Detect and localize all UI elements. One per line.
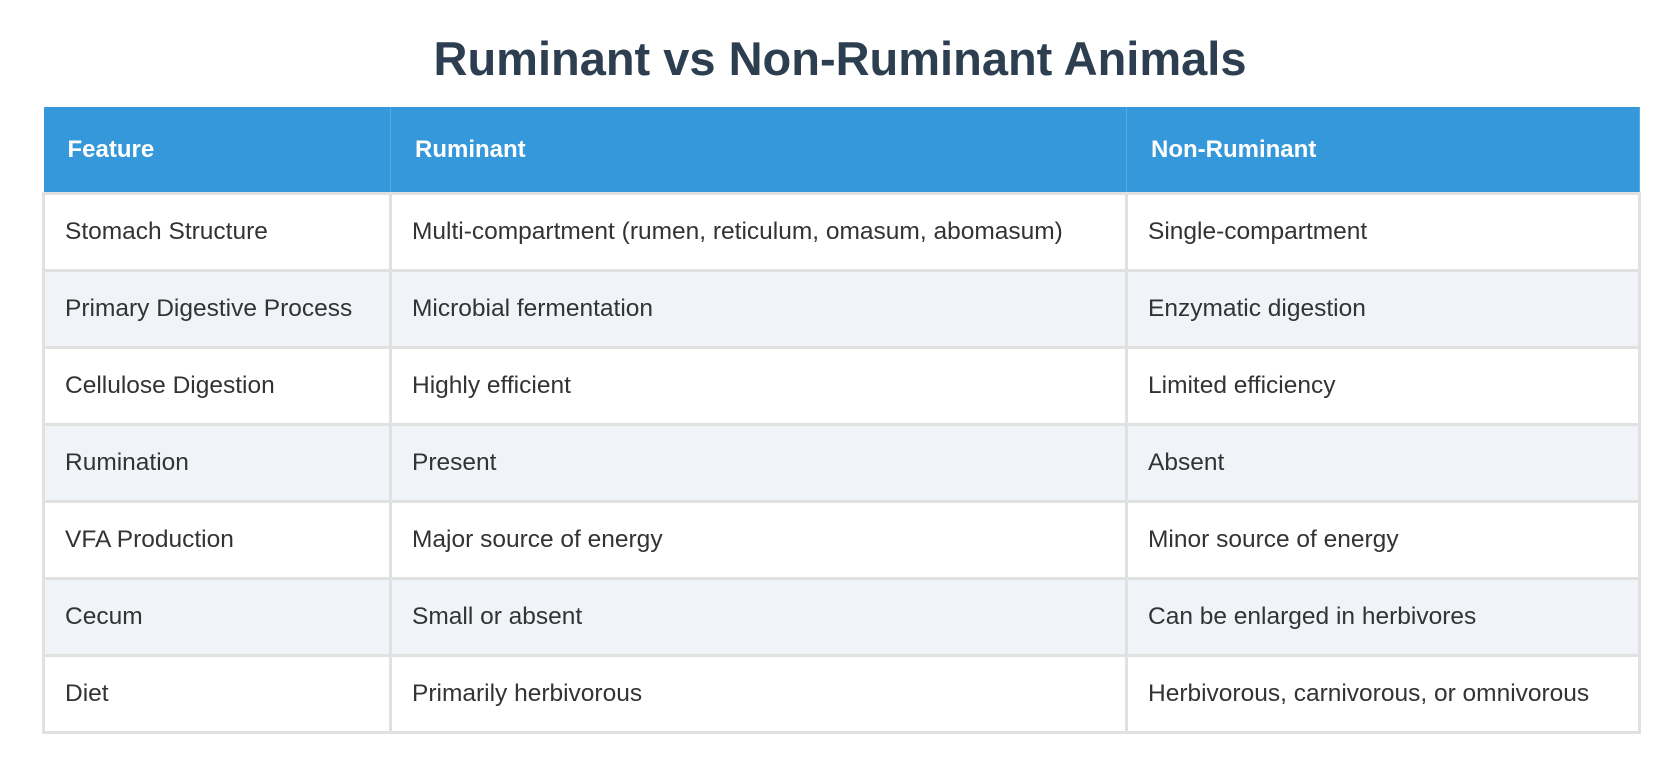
table-row: Diet Primarily herbivorous Herbivorous, ca… [42,654,1641,734]
table-cell: Diet [42,654,392,734]
table-cell: Limited efficiency [1125,346,1641,426]
table-row: Cellulose Digestion Highly efficient Limit… [42,346,1641,426]
comparison-table: Feature Ruminant Non-Ruminant Stomach Stru… [42,107,1641,734]
column-header: Non-Ruminant [1126,107,1640,194]
column-header: Ruminant [390,107,1127,194]
table-cell: Minor source of energy [1125,500,1641,580]
table-cell: VFA Production [42,500,392,580]
table-cell: Primarily herbivorous [389,654,1128,734]
table-cell: Enzymatic digestion [1125,269,1641,349]
table-body: Stomach Structure Multi-compartment (rume… [42,192,1641,734]
table-cell: Cellulose Digestion [42,346,392,426]
table-cell: Present [389,423,1128,503]
table-cell: Highly efficient [389,346,1128,426]
table-cell: Primary Digestive Process [42,269,392,349]
table-head: Feature Ruminant Non-Ruminant [43,107,1640,194]
table-row: Rumination Present Absent [42,423,1641,503]
table-row: Stomach Structure Multi-compartment (rume… [42,192,1641,272]
table-row: Cecum Small or absent Can be enlarged in h… [42,577,1641,657]
table-cell: Cecum [42,577,392,657]
table-row: Primary Digestive Process Microbial ferme… [42,269,1641,349]
table-cell: Single-compartment [1125,192,1641,272]
table-cell: Stomach Structure [42,192,392,272]
table-cell: Can be enlarged in herbivores [1125,577,1641,657]
page-title: Ruminant vs Non-Ruminant Animals [433,32,1247,85]
table-cell: Herbivorous, carnivorous, or omnivorous [1125,654,1641,734]
table-cell: Small or absent [389,577,1128,657]
table-cell: Major source of energy [389,500,1128,580]
table-cell: Rumination [42,423,392,503]
table-row: VFA Production Major source of energy Mino… [42,500,1641,580]
table-cell: Multi-compartment (rumen, reticulum, oma… [389,192,1128,272]
table-cell: Microbial fermentation [389,269,1128,349]
header-row: Feature Ruminant Non-Ruminant [43,107,1640,194]
table-cell: Absent [1125,423,1641,503]
column-header: Feature [43,107,391,194]
